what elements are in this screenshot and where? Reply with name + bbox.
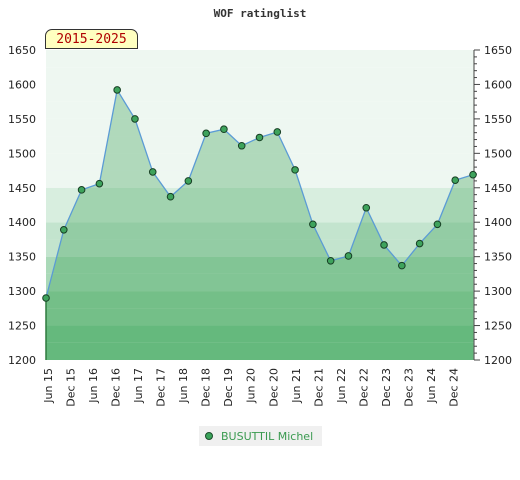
background-band — [46, 239, 474, 257]
background-band — [46, 342, 474, 360]
background-band — [46, 325, 474, 343]
period-badge: 2015-2025 — [45, 29, 138, 49]
y-tick-label: 1400 — [8, 216, 36, 229]
y-tick-label: 1450 — [484, 182, 512, 195]
x-tick-label: Jun 17 — [132, 368, 145, 404]
background-band — [46, 50, 474, 68]
y-tick-label: 1650 — [8, 44, 36, 57]
x-tick-label: Dec 23 — [380, 368, 393, 407]
data-point — [362, 203, 371, 212]
data-point — [77, 186, 86, 194]
x-tick-label: Dec 19 — [222, 368, 235, 407]
x-tick-label: Dec 21 — [312, 368, 325, 407]
y-tick-label: 1250 — [8, 320, 36, 333]
background-band — [46, 273, 474, 292]
background-bands — [46, 50, 474, 360]
y-tick-label: 1650 — [484, 44, 512, 57]
background-band — [46, 136, 474, 154]
x-axis: Jun 15 Dec 15 Jun 16 Dec 16 Jun 17 Dec 17 Jun … — [42, 368, 460, 407]
background-band — [46, 308, 474, 326]
x-tick-label: Jun 21 — [290, 368, 303, 404]
y-tick-label: 1200 — [484, 354, 512, 367]
background-band — [46, 291, 474, 309]
y-tick-label: 1600 — [8, 78, 36, 91]
data-point — [42, 294, 50, 302]
x-tick-label: Dec 20 — [267, 368, 280, 407]
y-tick-label: 1400 — [484, 216, 512, 229]
data-point — [95, 179, 104, 188]
legend-marker-icon — [205, 432, 213, 440]
data-point — [113, 86, 121, 94]
data-points — [42, 86, 477, 302]
data-point — [131, 115, 139, 123]
data-point — [433, 220, 442, 229]
background-band — [46, 256, 474, 274]
data-point — [291, 166, 299, 174]
x-tick-label: Jun 22 — [335, 368, 348, 404]
x-tick-label: Jun 15 — [42, 368, 55, 404]
x-tick-label: Jun 18 — [177, 368, 190, 404]
data-point — [344, 252, 353, 260]
x-tick-label: Dec 17 — [155, 368, 168, 407]
data-point — [309, 220, 317, 229]
data-point — [220, 125, 228, 134]
area-fill — [46, 89, 473, 360]
background-band — [46, 84, 474, 102]
background-band — [46, 222, 474, 240]
x-tick-label: Dec 23 — [402, 368, 415, 407]
legend: BUSUTTIL Michel — [199, 426, 322, 446]
y-tick-label: 1550 — [484, 113, 512, 126]
y-tick-label: 1250 — [484, 320, 512, 333]
y-tick-label: 1200 — [8, 354, 36, 367]
data-point — [451, 176, 460, 184]
data-point — [148, 168, 157, 176]
data-point — [166, 192, 175, 201]
chart-title: WOF ratinglist — [214, 7, 307, 20]
x-tick-label: Dec 24 — [447, 368, 460, 407]
background-band — [46, 118, 474, 137]
background-band — [46, 187, 474, 205]
data-point — [184, 177, 193, 185]
background-band — [46, 67, 474, 85]
y-tick-label: 1450 — [8, 182, 36, 195]
background-band — [46, 153, 474, 171]
x-tick-label: Dec 16 — [110, 368, 123, 407]
y-tick-label: 1500 — [8, 147, 36, 160]
y-tick-label: 1300 — [484, 285, 512, 298]
background-band — [46, 101, 474, 119]
data-point — [237, 141, 246, 150]
data-point — [202, 129, 210, 138]
y-axis-left: 1200 1250 1300 1350 1400 1450 1500 1550 1600 1650 — [8, 44, 36, 367]
y-tick-label: 1500 — [484, 147, 512, 160]
x-tick-label: Dec 22 — [357, 368, 370, 407]
data-point — [326, 257, 335, 265]
data-point — [380, 241, 388, 249]
x-tick-label: Dec 15 — [65, 368, 78, 407]
data-point — [59, 226, 68, 234]
data-point — [398, 261, 406, 270]
x-tick-label: Jun 24 — [425, 368, 438, 404]
data-point — [415, 239, 424, 248]
y-axis-right: 1200 1250 1300 1350 1400 1450 1500 1550 1600 1650 — [473, 44, 512, 367]
y-tick-label: 1300 — [8, 285, 36, 298]
y-tick-label: 1600 — [484, 78, 512, 91]
x-tick-label: Jun 16 — [87, 368, 100, 404]
period-badge-text: 2015-2025 — [56, 31, 127, 47]
data-point — [255, 133, 264, 142]
legend-series-name: BUSUTTIL Michel — [221, 429, 314, 443]
y-tick-label: 1350 — [8, 251, 36, 264]
data-point — [469, 170, 477, 179]
y-tick-label: 1550 — [8, 113, 36, 126]
y-tick-label: 1350 — [484, 251, 512, 264]
x-tick-label: Dec 18 — [200, 368, 213, 407]
x-tick-label: Jun 20 — [245, 368, 258, 404]
data-point — [273, 128, 282, 136]
